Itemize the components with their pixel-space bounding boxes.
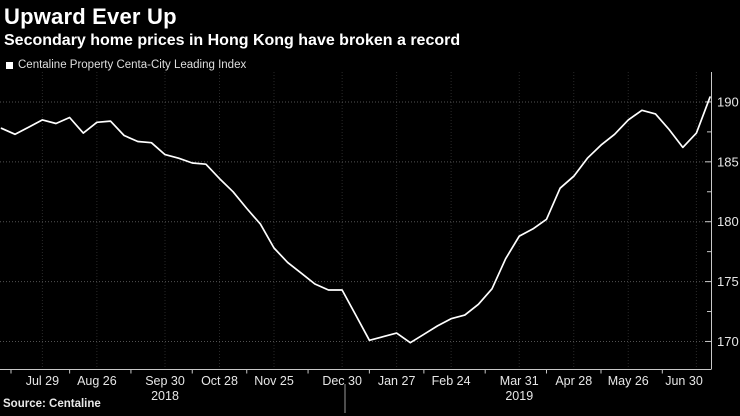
index-series-line: [0, 96, 711, 344]
y-tick-label: 185: [717, 154, 739, 169]
y-tick-label: 175: [717, 274, 739, 289]
legend-label: Centaline Property Centa-City Leading In…: [18, 59, 247, 71]
x-tick-label: Jun 30: [665, 374, 703, 388]
year-label: 2018: [151, 389, 179, 403]
year-label: 2019: [505, 389, 533, 403]
legend-swatch-icon: [6, 61, 13, 69]
x-tick-label: May 26: [608, 374, 649, 388]
source-note: Source: Centaline: [3, 398, 101, 410]
x-tick-label: Aug 26: [77, 374, 117, 388]
x-tick-label: Oct 28: [201, 374, 238, 388]
y-tick-label: 190: [717, 94, 739, 109]
chart-legend: Centaline Property Centa-City Leading In…: [6, 59, 246, 71]
x-tick-label: Jan 27: [378, 374, 416, 388]
chart-subtitle: Secondary home prices in Hong Kong have …: [4, 32, 461, 49]
x-tick-label: Apr 28: [555, 374, 592, 388]
x-tick-label: Feb 24: [432, 374, 471, 388]
x-tick-label: Mar 31: [500, 374, 539, 388]
x-tick-label: Sep 30: [145, 374, 185, 388]
chart-title: Upward Ever Up: [4, 4, 177, 29]
y-tick-label: 180: [717, 214, 739, 229]
x-tick-label: Dec 30: [322, 374, 362, 388]
x-tick-label: Jul 29: [26, 374, 59, 388]
x-tick-label: Nov 25: [254, 374, 294, 388]
y-tick-label: 170: [717, 334, 739, 349]
